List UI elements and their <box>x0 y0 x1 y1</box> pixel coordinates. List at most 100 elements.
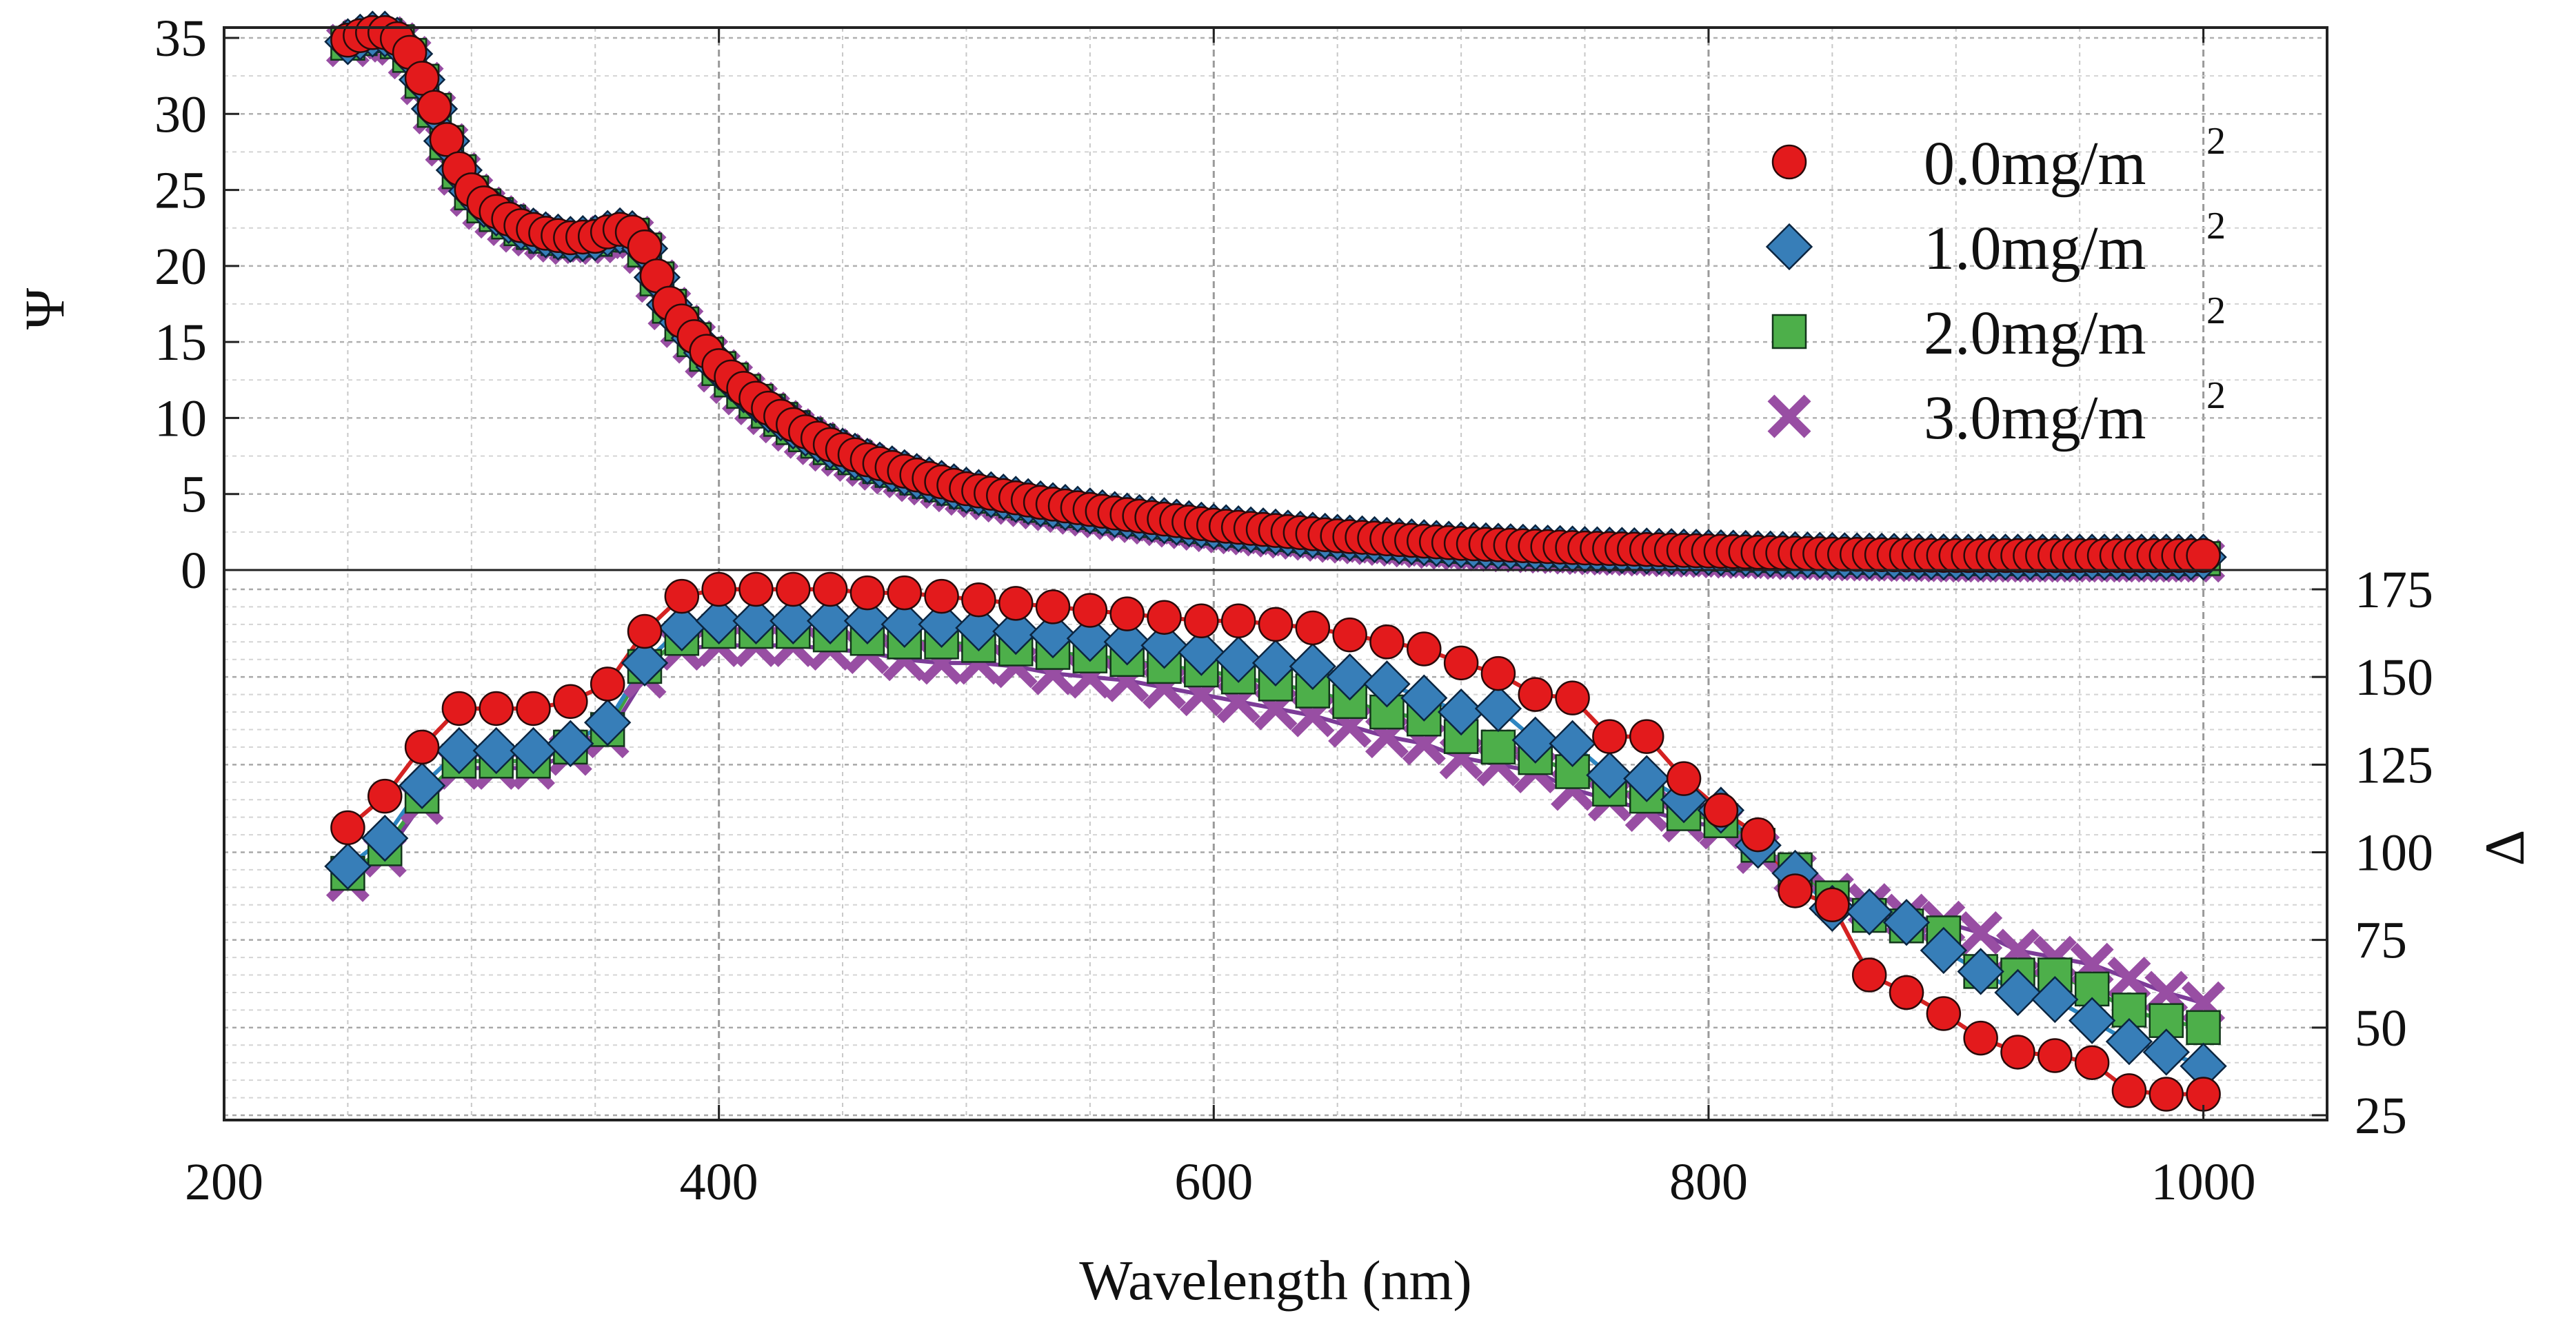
delta-point <box>1740 817 1775 853</box>
series-circle-markers <box>330 15 2221 1112</box>
delta-point <box>1437 688 1485 736</box>
delta-point <box>1963 1020 1998 1056</box>
delta-point <box>1072 593 1108 628</box>
delta-point <box>472 726 520 775</box>
delta-point <box>1109 596 1145 631</box>
delta-point <box>701 571 736 607</box>
delta-point <box>479 691 514 726</box>
psi-point <box>627 230 663 265</box>
delta-tick-label: 75 <box>2355 912 2407 970</box>
delta-point <box>1474 684 1522 733</box>
delta-point <box>435 726 483 775</box>
delta-point <box>955 604 1003 652</box>
delta-point <box>547 720 594 767</box>
delta-point <box>918 600 965 649</box>
x-tick-label: 200 <box>185 1153 263 1211</box>
x-axis-title: Wavelength (nm) <box>1079 1249 1471 1312</box>
legend-label-superscript: 2 <box>2206 374 2226 417</box>
delta-point <box>1994 968 2042 1017</box>
delta-point <box>1178 629 1225 676</box>
x-marker-stroke <box>1959 911 2003 955</box>
delta-point <box>998 586 1034 621</box>
delta-point <box>1400 674 1448 722</box>
delta-point <box>1480 729 1516 765</box>
series-markers <box>324 10 2227 1112</box>
delta-point <box>1778 873 1813 908</box>
legend-label: 1.0mg/m <box>1924 214 2146 283</box>
delta-point <box>1035 589 1071 624</box>
delta-point <box>1066 615 1114 662</box>
legend-label-superscript: 2 <box>2206 289 2226 332</box>
x-marker-stroke <box>1767 394 1811 438</box>
psi-line <box>347 30 2204 558</box>
delta-point <box>695 597 743 644</box>
delta-point <box>584 699 632 746</box>
delta-point <box>1549 720 1596 767</box>
delta-point <box>1666 761 1702 796</box>
delta-point <box>2142 1028 2190 1076</box>
delta-point <box>2037 1038 2073 1073</box>
psi-tick-label: 25 <box>154 162 207 220</box>
legend-marker <box>1765 223 1813 271</box>
psi-point <box>2186 538 2221 573</box>
delta-point <box>2186 1010 2221 1046</box>
delta-point <box>1518 677 1553 712</box>
delta-point <box>590 667 625 702</box>
delta-tick-label: 100 <box>2355 824 2433 882</box>
delta-point <box>664 578 700 614</box>
delta-point <box>441 691 477 726</box>
legend-label: 3.0mg/m <box>1924 384 2146 452</box>
psi-point <box>416 90 452 125</box>
delta-point <box>367 778 403 814</box>
delta-point <box>398 762 446 810</box>
psi-line <box>347 32 2204 559</box>
plot-frame <box>223 26 2328 1121</box>
delta-point <box>1363 660 1411 708</box>
delta-point <box>1443 645 1479 681</box>
delta-point <box>1184 603 1219 639</box>
psi-tick-label: 30 <box>154 85 207 143</box>
delta-point <box>2074 1045 2110 1080</box>
delta-point <box>776 571 811 607</box>
axis-ticks <box>223 28 2327 1120</box>
delta-point <box>621 639 669 687</box>
delta-point <box>1815 887 1850 923</box>
delta-point <box>1295 610 1331 646</box>
delta-point <box>1920 926 1967 975</box>
delta-point <box>849 575 885 611</box>
delta-tick-label: 25 <box>2355 1087 2407 1145</box>
psi-point <box>404 61 440 96</box>
delta-point <box>1220 603 1256 639</box>
delta-axis-title: Δ <box>2473 830 2536 866</box>
delta-point <box>961 582 996 618</box>
delta-point <box>1703 793 1739 828</box>
delta-point <box>992 607 1040 655</box>
delta-point <box>627 613 663 649</box>
delta-point <box>2105 1018 2153 1066</box>
x-tick-label: 1000 <box>2151 1153 2256 1211</box>
delta-point <box>881 600 928 649</box>
psi-tick-label: 35 <box>154 10 207 68</box>
psi-tick-label: 10 <box>154 389 207 447</box>
delta-point <box>1289 642 1336 691</box>
psi-tick-label: 0 <box>181 542 207 600</box>
delta-point <box>1851 957 1887 993</box>
delta-point <box>1251 639 1300 687</box>
x-marker-stroke <box>2144 970 2188 1015</box>
delta-point <box>887 575 923 611</box>
delta-point <box>404 729 440 765</box>
delta-point <box>1846 888 1893 936</box>
x-marker-stroke <box>2107 957 2151 1001</box>
delta-point <box>732 597 780 644</box>
legend-label: 2.0mg/m <box>1924 299 2146 367</box>
psi-point <box>429 122 465 157</box>
delta-point <box>1258 607 1294 642</box>
legend: 0.0mg/m 2 1.0mg/m 2 2.0mg/m 2 3.0mg/m 2 <box>1765 120 2226 452</box>
legend-marker <box>1771 314 1807 349</box>
legend-label-superscript: 2 <box>2206 205 2226 247</box>
tick-labels: 200 400 600 800 1000 0 5 10 15 20 25 30 35 25 50 75 100 1… <box>154 10 2433 1211</box>
delta-tick-label: 150 <box>2355 649 2433 706</box>
delta-point <box>1147 600 1182 635</box>
delta-point <box>2031 975 2079 1024</box>
